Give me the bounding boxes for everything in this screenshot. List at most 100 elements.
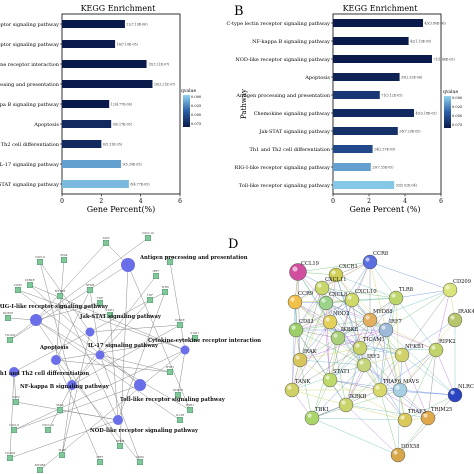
category-label: Antigen processing and presentation — [0, 82, 60, 88]
protein-node — [287, 294, 303, 310]
network-c-edges — [7, 237, 196, 471]
category-label: Antigen processing and presentation — [235, 93, 330, 99]
gene-node-label: CXCL9 — [35, 255, 45, 259]
ppi-edge — [379, 389, 429, 419]
legend-tick-label: 0.075 — [191, 122, 202, 126]
bar — [62, 20, 125, 28]
gene-node — [152, 273, 159, 280]
bar-value-label: 43(3.80E-06) — [425, 22, 446, 26]
ppi-edge — [351, 297, 397, 301]
pathway-node — [30, 314, 42, 326]
protein-node — [428, 342, 444, 358]
network-edge — [9, 264, 129, 341]
ppi-edge — [291, 301, 296, 391]
bar — [333, 19, 423, 27]
ppi-edge — [291, 389, 347, 406]
protein-node-label: IKBKE — [341, 327, 359, 333]
ppi-edge — [294, 301, 339, 339]
pathway-node-label: NF-kappa B signaling pathway — [20, 384, 110, 390]
gene-node-label: TNF — [147, 293, 153, 297]
gene-node-label: CXCL9 — [9, 423, 19, 427]
protein-node-highlight — [317, 283, 322, 288]
bar — [62, 100, 110, 108]
gene-node — [161, 289, 168, 296]
protein-node-highlight — [365, 315, 370, 320]
network-edge — [127, 264, 191, 411]
chart-a-title: KEGG Enrichment — [81, 4, 157, 13]
network-edge — [17, 289, 186, 351]
ppi-edge — [299, 302, 327, 361]
ppi-edge — [369, 319, 381, 391]
category-label: Chemokine signaling pathway — [254, 111, 331, 117]
ppi-edge — [395, 297, 401, 391]
ppi-edge — [435, 349, 456, 396]
bar-value-label: 16(3.21E-07) — [154, 83, 175, 87]
protein-node — [322, 372, 338, 388]
protein-node-label: NFKB1 — [405, 344, 424, 350]
protein-node-label: IRF3 — [367, 354, 380, 360]
ppi-edge — [291, 302, 327, 391]
ppi-edge — [335, 274, 397, 299]
ppi-edge — [379, 389, 456, 396]
panel-d-ppi-network: CXCR1 CCL19 CCR8 CXCL11 CD209 CCR9 CXCL8 TLR8 CX… — [284, 251, 474, 463]
protein-node-label: CXCL10 — [355, 289, 377, 295]
network-edge — [169, 261, 186, 351]
ppi-edge — [427, 349, 437, 419]
panel-label-d: D — [228, 237, 238, 252]
ppi-edge — [345, 404, 399, 456]
bar — [333, 91, 380, 99]
x-tick-label: 0 — [60, 198, 64, 205]
gene-node-label: CD80 — [14, 283, 22, 287]
category-label: NOD-like receptor signaling pathway — [235, 57, 330, 63]
x-tick-label: 4 — [139, 198, 143, 205]
protein-node — [390, 447, 406, 463]
bar-value-label: 22(7.19E-06) — [126, 23, 147, 27]
chart-b-frame — [332, 13, 442, 195]
protein-node — [447, 312, 463, 328]
ppi-edge — [379, 297, 397, 391]
protein-node-highlight — [450, 390, 455, 395]
chart-b-ylabel: Pathway — [240, 89, 248, 119]
protein-node — [338, 397, 354, 413]
network-edge — [177, 349, 186, 396]
network-edge — [55, 359, 171, 373]
ppi-edge — [395, 297, 437, 351]
protein-node-highlight — [423, 413, 428, 418]
network-edge — [55, 359, 101, 463]
ppi-edge — [325, 297, 397, 304]
ppi-edge — [311, 417, 406, 421]
network-edge — [55, 337, 196, 361]
bar-value-label: 9(5.39E-05) — [123, 163, 142, 167]
gene-node — [174, 392, 181, 399]
gene-node-label: TICAM — [5, 451, 15, 455]
protein-node — [372, 382, 388, 398]
protein-node-highlight — [393, 450, 398, 455]
ppi-edge — [369, 261, 387, 331]
gene-node — [166, 369, 173, 376]
gene-node — [10, 427, 17, 434]
protein-node-highlight — [445, 285, 450, 290]
network-d-protein-nodes — [284, 254, 463, 463]
protein-node-label: CXCL8 — [329, 292, 347, 298]
category-label: Toll-like receptor signaling pathway — [239, 183, 330, 189]
chart-a-category-labels: Toll-like receptor signaling pathway NOD-… — [0, 22, 62, 188]
protein-node — [388, 290, 404, 306]
bar — [333, 145, 373, 153]
bar-value-label: 24(2.37E-05) — [374, 148, 395, 152]
gene-node — [6, 455, 13, 462]
ppi-edge — [329, 329, 387, 381]
ppi-edge — [399, 319, 456, 391]
bar — [333, 73, 400, 81]
category-label: C-type lectin receptor signaling pathway — [227, 21, 331, 27]
ppi-edge — [295, 287, 323, 331]
gene-node-label: CXCL10 — [142, 231, 154, 235]
ppi-edge — [363, 364, 401, 391]
protein-node-label: IRAK4 — [458, 309, 474, 315]
bar — [333, 109, 414, 117]
gene-node — [186, 407, 193, 414]
protein-node-highlight — [295, 355, 300, 360]
bar-value-label: 8(4.77E-05) — [130, 183, 149, 187]
protein-node-highlight — [400, 415, 405, 420]
chart-a-colorbar — [183, 95, 190, 127]
chart-b-legend-title: qvalue — [443, 89, 458, 95]
